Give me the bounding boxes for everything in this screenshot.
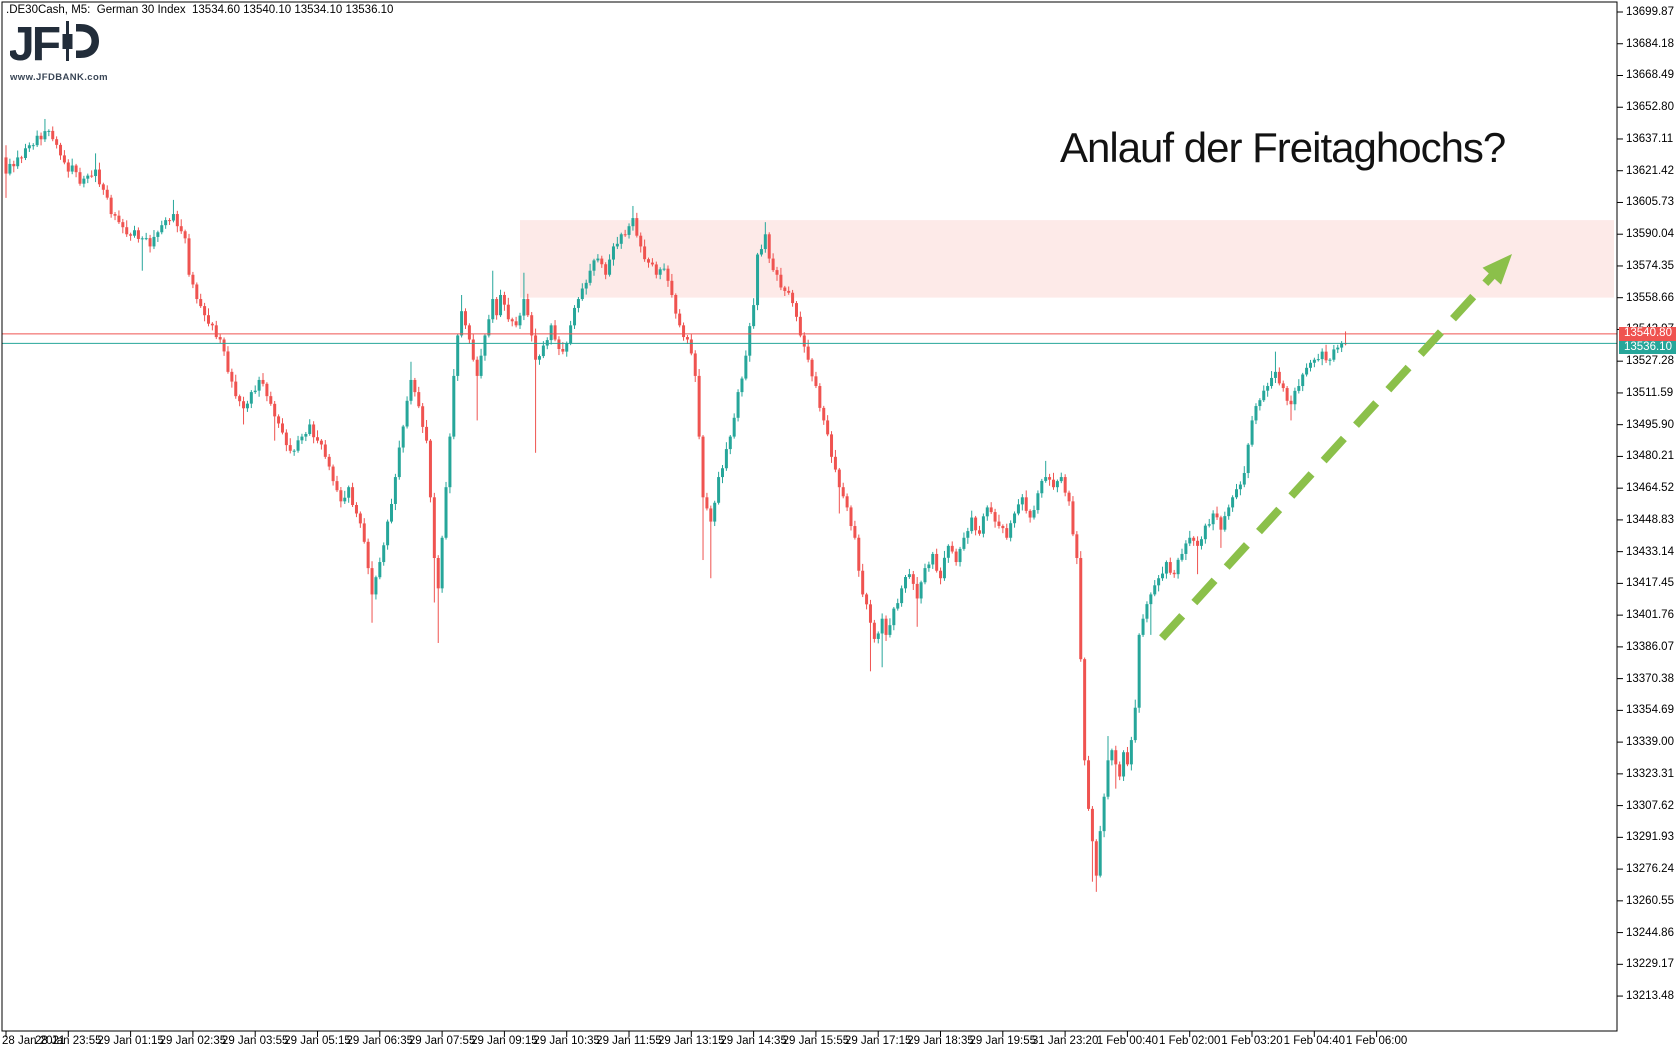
price-axis-label: 13260.55 — [1626, 894, 1674, 907]
time-axis-label: 28 Jan 2021 — [2, 1035, 66, 1047]
price-axis-label: 13668.49 — [1626, 69, 1674, 82]
annotation-headline[interactable]: Anlauf der Freitaghochs? — [1060, 124, 1506, 171]
price-axis-label: 13511.59 — [1626, 386, 1674, 399]
time-axis-label: 29 Jan 01:15 — [97, 1035, 164, 1047]
time-axis-label: 1 Feb 00:40 — [1096, 1035, 1159, 1047]
time-axis-label: 29 Jan 02:35 — [159, 1035, 227, 1047]
price-axis-label: 13605.73 — [1626, 196, 1674, 209]
jfd-logo-mark: JF — [8, 18, 99, 71]
price-axis-label: 13652.80 — [1626, 101, 1674, 114]
price-axis-label: 13213.48 — [1626, 990, 1674, 1003]
price-axis-label: 13637.11 — [1626, 132, 1674, 145]
price-axis-label: 13370.38 — [1626, 672, 1674, 685]
resistance-zone-rect[interactable] — [520, 220, 1614, 298]
price-axis-label: 13386.07 — [1626, 640, 1674, 653]
time-axis-label: 29 Jan 15:55 — [782, 1035, 850, 1047]
time-axis-label: 1 Feb 06:00 — [1345, 1035, 1408, 1047]
price-axis-label: 13574.35 — [1626, 259, 1674, 272]
jfd-logo: JF www.JFDBANK.com — [8, 18, 120, 83]
candles-up — [8, 118, 1344, 878]
svg-text:JF: JF — [10, 20, 60, 66]
price-axis-label: 13244.86 — [1626, 926, 1674, 939]
price-axis-label: 13684.18 — [1626, 37, 1674, 50]
price-axis-label: 13590.04 — [1626, 228, 1674, 241]
price-axis-label: 13480.21 — [1626, 450, 1674, 463]
price-axis-label: 13276.24 — [1626, 863, 1674, 876]
candles-down — [4, 126, 1348, 892]
symbol-ohlc-line: .DE30Cash, M5: German 30 Index 13534.60 … — [6, 4, 394, 16]
time-axis-label: 29 Jan 14:35 — [720, 1035, 787, 1047]
chart-border — [1, 1, 1618, 1032]
price-axis-label: 13401.76 — [1626, 609, 1674, 622]
time-axis-label: 1 Feb 04:40 — [1283, 1035, 1345, 1047]
price-axis-label: 13699.87 — [1626, 6, 1674, 18]
time-axis-label: 28 Jan 23:55 — [35, 1035, 102, 1047]
price-axis-label: 13323.31 — [1626, 767, 1674, 780]
trend-arrow[interactable] — [1159, 254, 1512, 641]
time-axis-label: 1 Feb 03:20 — [1221, 1035, 1283, 1047]
time-axis-label: 29 Jan 05:15 — [284, 1035, 351, 1047]
time-axis-label: 29 Jan 17:15 — [844, 1035, 912, 1047]
price-axis-label: 13339.00 — [1626, 736, 1674, 749]
price-axis-label: 13464.52 — [1626, 482, 1674, 495]
time-axis-label: 29 Jan 09:15 — [471, 1035, 538, 1047]
jfd-logo-url: www.JFDBANK.com — [10, 72, 109, 83]
price-axis-label: 13354.69 — [1626, 704, 1674, 717]
time-axis-label: 29 Jan 07:55 — [408, 1035, 476, 1047]
price-axis-label: 13433.14 — [1626, 545, 1674, 558]
time-axis-label: 29 Jan 03:55 — [221, 1035, 289, 1047]
price-axis-label: 13558.66 — [1626, 291, 1674, 304]
time-axis-label: 29 Jan 06:35 — [346, 1035, 414, 1047]
price-axis-label: 13621.42 — [1626, 164, 1674, 177]
price-axis-label: 13448.83 — [1626, 513, 1674, 526]
time-axis-label: 31 Jan 23:20 — [1031, 1035, 1099, 1047]
price-axis-label: 13229.17 — [1626, 958, 1674, 971]
price-axis-label: 13307.62 — [1626, 799, 1674, 812]
time-axis-label: 29 Jan 11:55 — [596, 1035, 662, 1047]
price-axis-label: 13495.90 — [1626, 418, 1674, 431]
price-axis-label: 13291.93 — [1626, 831, 1674, 844]
time-axis-label: 29 Jan 10:35 — [533, 1035, 600, 1047]
time-axis-label: 1 Feb 02:00 — [1158, 1035, 1221, 1047]
price-axis-label: 13527.28 — [1626, 355, 1674, 368]
time-axis-label: 29 Jan 19:55 — [969, 1035, 1037, 1047]
time-axis-label: 29 Jan 18:35 — [907, 1035, 974, 1047]
time-axis-label: 29 Jan 13:15 — [658, 1035, 725, 1047]
price-axis-label: 13417.45 — [1626, 577, 1674, 590]
last-price-tag: 13536.10 — [1619, 340, 1676, 355]
ask-price-tag: 13540.80 — [1619, 327, 1676, 341]
